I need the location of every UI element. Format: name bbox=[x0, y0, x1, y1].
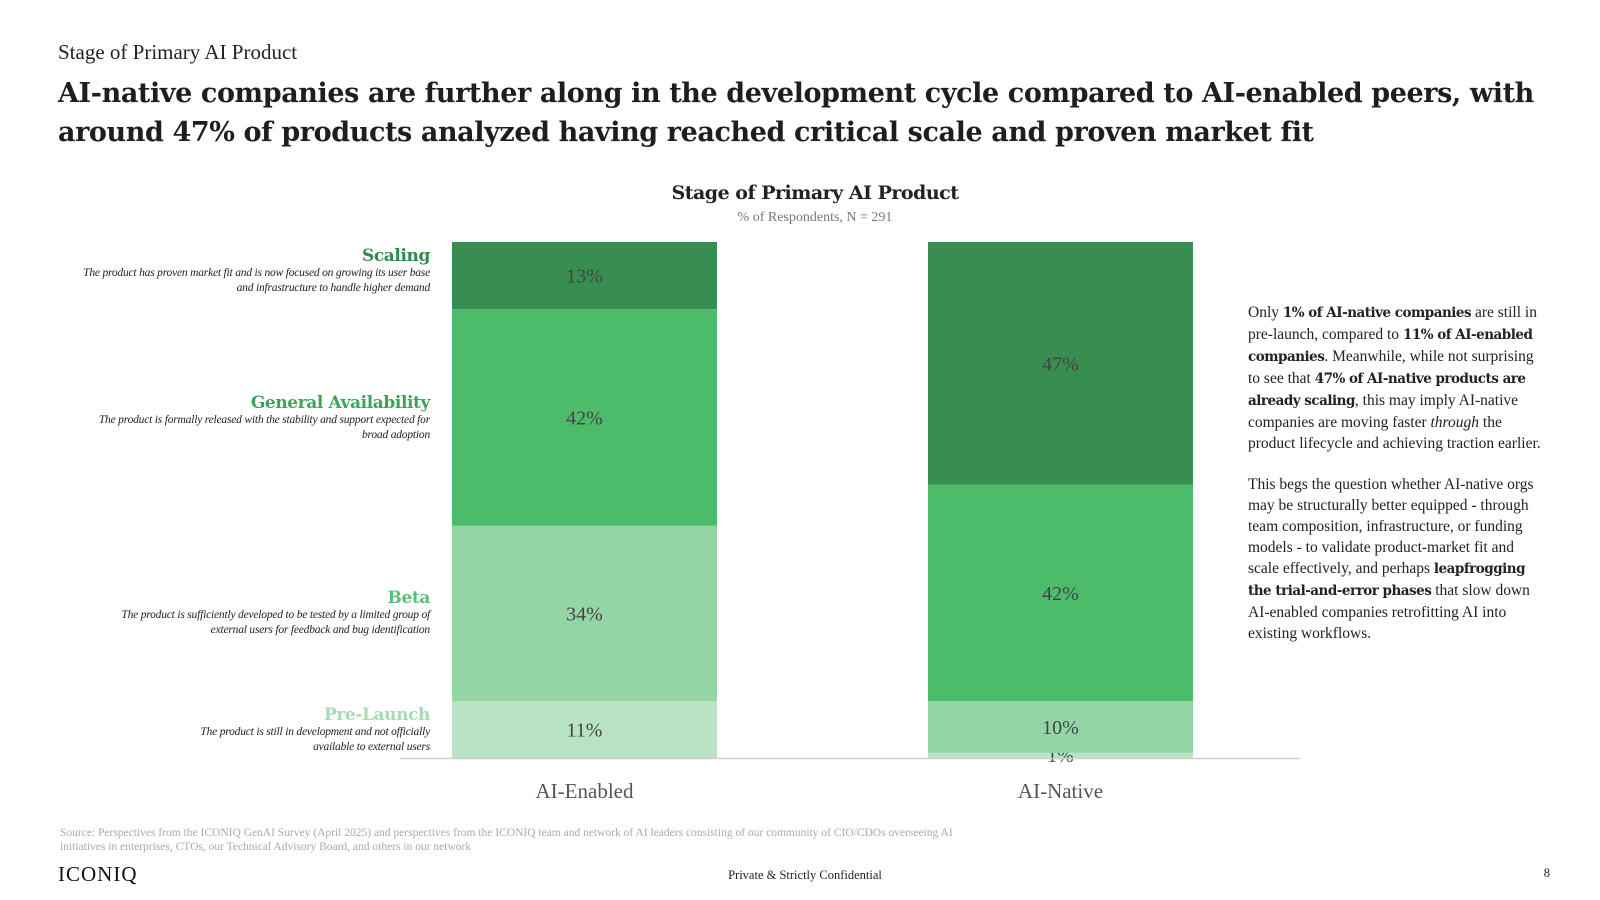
callout-emphasis: 11% of AI-enabled companies bbox=[1248, 327, 1533, 365]
page-kicker: Stage of Primary AI Product bbox=[58, 40, 298, 64]
bar-segment bbox=[452, 525, 717, 702]
data-label: 11% bbox=[567, 720, 603, 742]
data-label: 47% bbox=[1042, 353, 1079, 375]
callout-emphasis: leapfrogging the trial-and-error phases bbox=[1248, 561, 1526, 599]
chart-subtitle: % of Respondents, N = 291 bbox=[737, 210, 893, 225]
stage-label-general-availability: General Availability The product is form… bbox=[90, 393, 431, 443]
stage-description: The product is formally released with th… bbox=[98, 414, 430, 441]
stage-label-scaling: Scaling The product has proven market fi… bbox=[70, 246, 430, 296]
callout-text: , this may imply AI-native companies are… bbox=[1248, 392, 1519, 431]
callout-text: are still in pre-launch, compared to bbox=[1248, 304, 1537, 343]
data-label: 10% bbox=[1042, 717, 1079, 739]
callout-text: This begs the question whether AI-native… bbox=[1248, 476, 1534, 577]
bar-segment bbox=[452, 701, 717, 758]
bar-segment bbox=[452, 242, 717, 310]
insight-callout: Only 1% of AI-native companies are still… bbox=[1248, 302, 1548, 664]
page-headline: AI-native companies are further along in… bbox=[58, 78, 1534, 148]
callout-italic: through bbox=[1430, 414, 1480, 431]
x-tick-label: AI-Enabled bbox=[536, 779, 634, 803]
bar-segment bbox=[928, 484, 1193, 702]
callout-text: . Meanwhile, while not surprising to see… bbox=[1248, 348, 1534, 387]
callout-text: the product lifecycle and achieving trac… bbox=[1248, 414, 1541, 452]
data-label: 42% bbox=[1042, 583, 1079, 605]
callout-emphasis: 47% of AI-native products are already sc… bbox=[1248, 371, 1526, 409]
stage-description: The product is still in development and … bbox=[200, 726, 430, 753]
stage-description: The product is sufficiently developed to… bbox=[121, 609, 430, 636]
callout-paragraph-2: This begs the question whether AI-native… bbox=[1248, 474, 1548, 644]
data-label: 34% bbox=[566, 604, 603, 626]
bar-segment bbox=[452, 309, 717, 526]
stage-name: Scaling bbox=[361, 246, 430, 266]
page-number: 8 bbox=[1543, 866, 1550, 880]
stage-name: Beta bbox=[387, 588, 431, 608]
bar-segment bbox=[928, 752, 1193, 758]
bar-segment bbox=[928, 701, 1193, 753]
iconiq-logo: ICONIQ bbox=[58, 862, 138, 886]
callout-paragraph-1: Only 1% of AI-native companies are still… bbox=[1248, 302, 1548, 454]
x-tick-label: AI-Native bbox=[1018, 779, 1103, 803]
callout-text: that slow down AI-enabled companies retr… bbox=[1248, 582, 1530, 642]
data-label: 42% bbox=[566, 407, 603, 429]
confidential-label: Private & Strictly Confidential bbox=[728, 868, 882, 882]
data-label: 13% bbox=[566, 266, 603, 288]
callout-text: Only bbox=[1248, 304, 1283, 321]
bar-segment bbox=[928, 242, 1193, 485]
source-note: Source: Perspectives from the ICONIQ Gen… bbox=[60, 827, 953, 853]
stage-name: Pre-Launch bbox=[323, 705, 430, 725]
stage-label-pre-launch: Pre-Launch The product is still in devel… bbox=[180, 705, 430, 755]
stage-label-beta: Beta The product is sufficiently develop… bbox=[90, 588, 430, 638]
callout-emphasis: 1% of AI-native companies bbox=[1282, 305, 1472, 321]
chart-title: Stage of Primary AI Product bbox=[671, 182, 959, 204]
stage-name: General Availability bbox=[250, 393, 431, 413]
stage-description: The product has proven market fit and is… bbox=[83, 267, 430, 294]
